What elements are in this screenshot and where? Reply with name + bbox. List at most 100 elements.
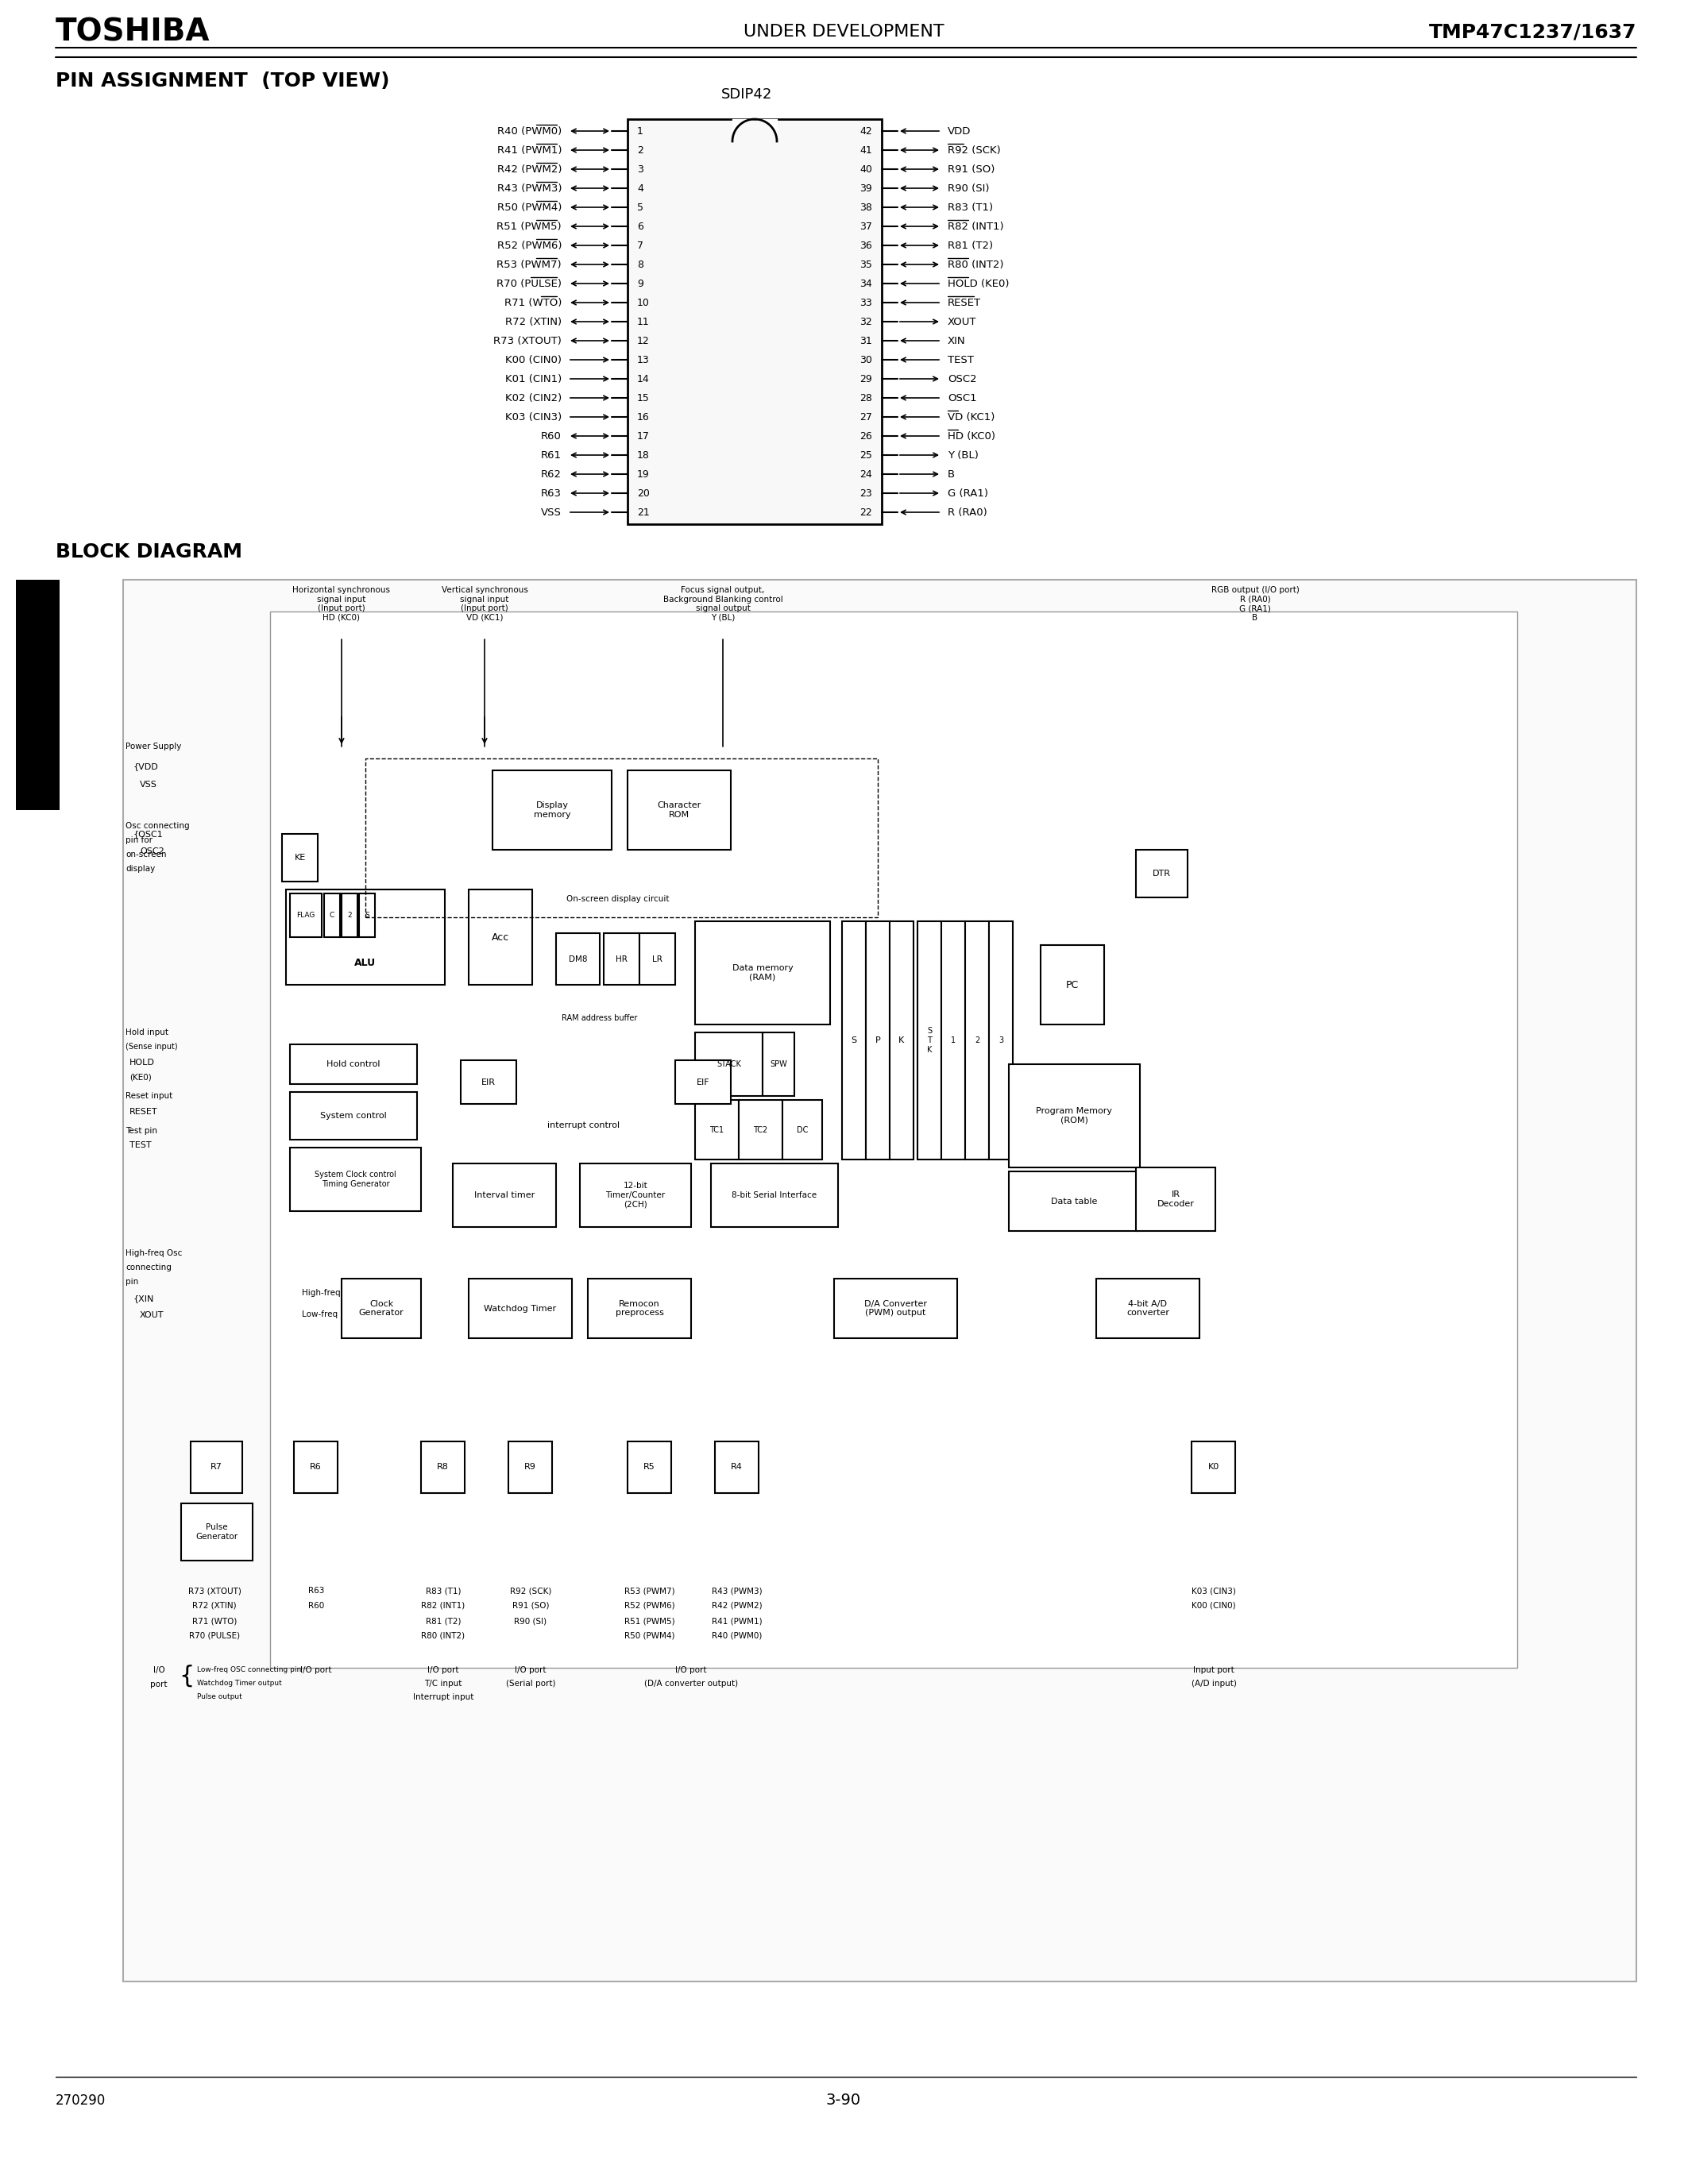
- Text: Character
ROM: Character ROM: [657, 802, 701, 819]
- Text: 10: 10: [636, 297, 650, 308]
- Text: SDIP42: SDIP42: [721, 87, 773, 103]
- Text: TEST: TEST: [130, 1142, 152, 1149]
- Text: Hold control: Hold control: [327, 1059, 380, 1068]
- Bar: [294, 1441, 338, 1494]
- Text: K01 (CIN1): K01 (CIN1): [505, 373, 562, 384]
- Text: connecting: connecting: [125, 1265, 172, 1271]
- Text: 8-bit Serial Interface: 8-bit Serial Interface: [733, 1190, 817, 1199]
- Text: STACK: STACK: [716, 1059, 741, 1068]
- Bar: [1136, 1168, 1215, 1232]
- Text: Focus signal output,
Background Blanking control
signal output
Y (BL): Focus signal output, Background Blanking…: [663, 585, 783, 622]
- Text: (D/A converter output): (D/A converter output): [645, 1679, 738, 1688]
- Text: 2: 2: [636, 144, 643, 155]
- Text: 35: 35: [859, 260, 873, 269]
- Text: K03 (CIN3): K03 (CIN3): [1192, 1588, 1236, 1594]
- Text: R82 (INT1): R82 (INT1): [422, 1601, 466, 1610]
- Text: R91 (SO): R91 (SO): [511, 1601, 549, 1610]
- Bar: [461, 1059, 517, 1103]
- Text: TMP47C1237/1637: TMP47C1237/1637: [1428, 22, 1636, 41]
- Bar: [716, 1441, 758, 1494]
- Text: on-screen: on-screen: [125, 850, 167, 858]
- Text: 28: 28: [859, 393, 873, 404]
- Text: OSC2: OSC2: [947, 373, 977, 384]
- Text: OSC2: OSC2: [140, 847, 164, 856]
- Bar: [181, 1503, 253, 1562]
- Bar: [695, 922, 830, 1024]
- Text: LR: LR: [652, 954, 662, 963]
- Bar: [270, 612, 1518, 1669]
- Text: UNDER DEVELOPMENT: UNDER DEVELOPMENT: [743, 24, 944, 39]
- Text: 25: 25: [859, 450, 873, 461]
- Text: S: S: [851, 1037, 858, 1044]
- Text: R70 (PULSE): R70 (PULSE): [189, 1631, 240, 1640]
- Text: 38: 38: [859, 203, 873, 212]
- Text: R80 (INT2): R80 (INT2): [422, 1631, 466, 1640]
- Text: 11: 11: [636, 317, 650, 328]
- Text: EIF: EIF: [697, 1079, 709, 1085]
- Text: 4: 4: [636, 183, 643, 194]
- Bar: [918, 922, 942, 1160]
- Text: EIR: EIR: [481, 1079, 496, 1085]
- Text: {XIN: {XIN: [133, 1295, 154, 1302]
- Text: XOUT: XOUT: [947, 317, 977, 328]
- Text: P: P: [874, 1037, 881, 1044]
- Text: R51 (PWM5): R51 (PWM5): [496, 221, 562, 232]
- Text: 34: 34: [859, 277, 873, 288]
- Bar: [324, 893, 339, 937]
- Text: XIN: XIN: [947, 336, 966, 345]
- Text: I/O: I/O: [154, 1666, 165, 1675]
- Text: K02 (CIN2): K02 (CIN2): [505, 393, 562, 404]
- Text: I/O port: I/O port: [300, 1666, 333, 1675]
- Text: 21: 21: [636, 507, 650, 518]
- Text: R52 (PWM6): R52 (PWM6): [496, 240, 562, 251]
- Bar: [1192, 1441, 1236, 1494]
- Text: High-freq Osc: High-freq Osc: [125, 1249, 182, 1258]
- Bar: [604, 933, 640, 985]
- Text: 3-90: 3-90: [825, 2092, 861, 2108]
- Text: pin: pin: [125, 1278, 138, 1286]
- Text: R73 (XTOUT): R73 (XTOUT): [187, 1588, 241, 1594]
- Text: 1: 1: [950, 1037, 955, 1044]
- Bar: [783, 1101, 822, 1160]
- Text: C: C: [329, 911, 334, 919]
- Text: I/O port: I/O port: [675, 1666, 707, 1675]
- Bar: [420, 1441, 464, 1494]
- Text: R6: R6: [311, 1463, 322, 1472]
- Bar: [628, 120, 881, 524]
- Text: R90 (SI): R90 (SI): [947, 183, 989, 194]
- Text: K0: K0: [1207, 1463, 1219, 1472]
- Text: 6: 6: [636, 221, 643, 232]
- Text: TOSHIBA: TOSHIBA: [56, 17, 209, 46]
- Text: R63: R63: [307, 1588, 324, 1594]
- Text: S
T
K: S T K: [927, 1026, 932, 1053]
- Text: R83 (T1): R83 (T1): [947, 203, 993, 212]
- Text: High-freq: High-freq: [302, 1289, 341, 1297]
- Text: (A/D input): (A/D input): [1192, 1679, 1236, 1688]
- Text: Low-freq OSC connecting pin: Low-freq OSC connecting pin: [197, 1666, 300, 1673]
- Text: R (RA0): R (RA0): [947, 507, 987, 518]
- Text: KE: KE: [294, 854, 306, 863]
- Bar: [15, 579, 59, 810]
- Bar: [890, 922, 913, 1160]
- Text: R8: R8: [437, 1463, 449, 1472]
- Bar: [555, 933, 599, 985]
- Text: 26: 26: [859, 430, 873, 441]
- Bar: [508, 1441, 552, 1494]
- Text: R72 (XTIN): R72 (XTIN): [505, 317, 562, 328]
- Text: K: K: [898, 1037, 905, 1044]
- Text: FLAG: FLAG: [297, 911, 316, 919]
- Bar: [290, 1092, 417, 1140]
- Text: R42 (PWM2): R42 (PWM2): [496, 164, 562, 175]
- Text: R52 (PWM6): R52 (PWM6): [625, 1601, 675, 1610]
- Bar: [763, 1033, 795, 1096]
- Text: Program Memory
(ROM): Program Memory (ROM): [1036, 1107, 1112, 1125]
- Text: 2: 2: [974, 1037, 979, 1044]
- Text: 3: 3: [999, 1037, 1003, 1044]
- Text: VSS: VSS: [140, 780, 157, 788]
- Text: R41 (PWM1): R41 (PWM1): [496, 144, 562, 155]
- Text: 33: 33: [859, 297, 873, 308]
- Bar: [290, 893, 322, 937]
- Text: DC: DC: [797, 1125, 809, 1133]
- Text: 8: 8: [636, 260, 643, 269]
- Text: 42: 42: [859, 127, 873, 135]
